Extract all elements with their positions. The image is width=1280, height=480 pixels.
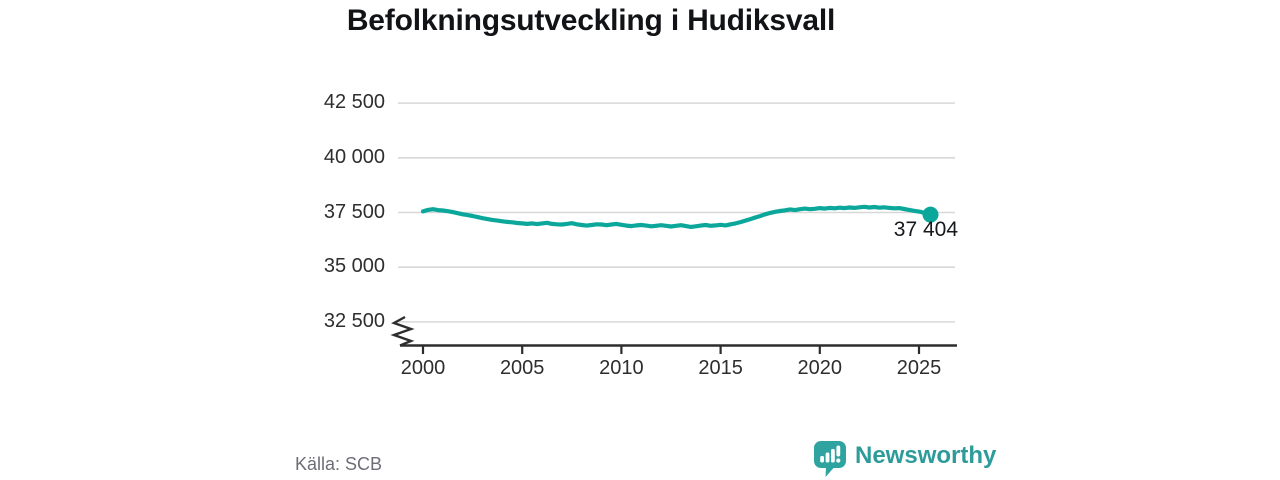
series-end-dot (922, 206, 939, 223)
x-tick-label: 2015 (698, 357, 743, 379)
newsworthy-logo-icon (813, 440, 847, 478)
population-series-line (420, 204, 933, 229)
y-tick-label: 32 500 (323, 309, 385, 332)
newsworthy-wordmark: Newsworthy (855, 442, 997, 469)
source-caption: Källa: SCB (295, 454, 383, 474)
x-tick-label: 2010 (599, 357, 644, 379)
y-tick-label: 40 000 (323, 145, 385, 168)
y-tick-label: 35 000 (323, 255, 385, 278)
x-tick-label: 2025 (896, 357, 942, 379)
chart-title: Befolkningsutveckling i Hudiksvall (346, 4, 836, 37)
x-tick-label: 2005 (499, 357, 545, 379)
y-tick-label: 37 500 (323, 200, 385, 223)
latest-value-label: 37 404 (893, 218, 958, 241)
axis-break-icon (390, 315, 415, 347)
newsworthy-brand: Newsworthy (813, 440, 996, 478)
x-tick-label: 2000 (400, 357, 446, 379)
x-tick-label: 2020 (797, 357, 843, 379)
y-tick-label: 42 500 (323, 91, 385, 114)
